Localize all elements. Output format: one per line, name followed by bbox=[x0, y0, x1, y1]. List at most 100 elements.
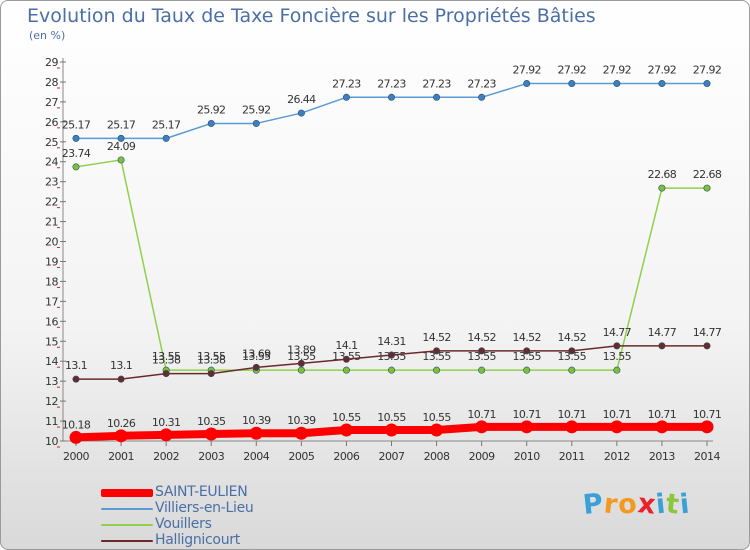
data-point bbox=[207, 119, 215, 127]
legend-swatch bbox=[101, 489, 153, 497]
data-label: 13.55 bbox=[603, 350, 632, 363]
data-point bbox=[568, 366, 576, 374]
data-point bbox=[610, 420, 624, 434]
data-label: 13.55 bbox=[242, 350, 271, 363]
y-tick-label: 19 bbox=[45, 255, 58, 268]
legend-label: Vouillers bbox=[155, 516, 212, 532]
data-label: 10.71 bbox=[648, 408, 677, 421]
data-point bbox=[387, 366, 395, 374]
data-point bbox=[700, 420, 714, 434]
data-label: 10.35 bbox=[197, 415, 226, 428]
chart-title: Evolution du Taux de Taxe Foncière sur l… bbox=[27, 5, 596, 27]
data-point bbox=[430, 423, 444, 437]
y-tick-label: 14 bbox=[45, 355, 58, 368]
y-tick-label: 21 bbox=[45, 216, 58, 229]
data-label: 14.77 bbox=[648, 326, 677, 339]
data-point bbox=[523, 366, 531, 374]
data-label: 13.55 bbox=[152, 350, 181, 363]
x-tick-label: 2013 bbox=[649, 450, 675, 463]
y-tick-label: 10 bbox=[45, 435, 58, 448]
legend-swatch bbox=[101, 524, 153, 526]
data-label: 13.89 bbox=[287, 343, 316, 356]
y-tick-label: 13 bbox=[45, 375, 58, 388]
data-label: 10.71 bbox=[512, 408, 541, 421]
x-tick-label: 2002 bbox=[153, 450, 179, 463]
data-point bbox=[613, 366, 621, 374]
legend-swatch bbox=[101, 540, 153, 542]
data-label: 10.26 bbox=[107, 417, 136, 430]
series-hallignicourt: 13.1 13.1 13.38 13.38 13.69 13.89 14.1 14.31 14.… bbox=[65, 326, 722, 383]
legend-item-villiers-en-lieu: Villiers-en-Lieu bbox=[101, 500, 301, 517]
data-point bbox=[117, 134, 125, 142]
data-point bbox=[297, 359, 305, 367]
data-label: 27.23 bbox=[422, 77, 451, 90]
data-point bbox=[385, 423, 398, 437]
data-point bbox=[658, 342, 666, 350]
proxiti-logo: Proxiti bbox=[581, 487, 693, 522]
data-label: 27.92 bbox=[512, 64, 541, 77]
x-tick-label: 2000 bbox=[63, 450, 89, 463]
data-label: 14.52 bbox=[467, 331, 496, 344]
data-label: 27.23 bbox=[332, 77, 361, 90]
x-tick-label: 2001 bbox=[108, 450, 134, 463]
data-label: 14.52 bbox=[422, 331, 451, 344]
data-label: 14.1 bbox=[335, 339, 357, 352]
data-point bbox=[387, 351, 395, 359]
data-point bbox=[478, 366, 486, 374]
data-point bbox=[613, 342, 621, 350]
data-point bbox=[475, 420, 489, 434]
data-point bbox=[204, 427, 218, 441]
y-tick-label: 26 bbox=[45, 116, 58, 129]
data-point bbox=[72, 163, 80, 171]
y-tick-label: 24 bbox=[45, 156, 58, 169]
data-point bbox=[162, 370, 170, 378]
x-tick-label: 2006 bbox=[333, 450, 359, 463]
x-tick-label: 2008 bbox=[424, 450, 450, 463]
data-label: 22.68 bbox=[648, 168, 677, 181]
data-point bbox=[613, 80, 621, 88]
data-point bbox=[249, 426, 263, 440]
data-point bbox=[523, 80, 531, 88]
y-tick-label: 23 bbox=[45, 176, 58, 189]
data-point bbox=[433, 366, 441, 374]
data-point bbox=[658, 80, 666, 88]
y-tick-label: 27 bbox=[45, 96, 58, 109]
data-label: 27.23 bbox=[377, 77, 406, 90]
data-point bbox=[117, 375, 125, 383]
y-tick-label: 15 bbox=[45, 335, 58, 348]
data-label: 10.39 bbox=[242, 414, 271, 427]
data-label: 27.92 bbox=[558, 64, 587, 77]
data-point bbox=[565, 420, 579, 434]
y-tick-label: 20 bbox=[45, 236, 58, 249]
y-tick-label: 29 bbox=[45, 56, 58, 69]
data-point bbox=[114, 429, 128, 443]
data-label: 24.09 bbox=[107, 140, 136, 153]
data-point bbox=[69, 430, 83, 444]
data-label: 25.92 bbox=[242, 103, 271, 116]
data-label: 13.69 bbox=[242, 347, 271, 360]
data-label: 10.55 bbox=[377, 411, 406, 424]
x-tick-label: 2007 bbox=[379, 450, 405, 463]
legend-item-vouillers: Vouillers bbox=[101, 516, 301, 533]
data-label: 14.77 bbox=[603, 326, 632, 339]
y-tick-label: 11 bbox=[45, 415, 58, 428]
y-tick-label: 16 bbox=[45, 315, 58, 328]
data-label: 13.55 bbox=[558, 350, 587, 363]
series-villiers-en-lieu: 25.17 25.17 25.17 25.92 25.92 26.44 27.23 27.23… bbox=[62, 64, 722, 142]
data-point bbox=[478, 347, 486, 355]
data-label: 13.1 bbox=[110, 359, 132, 372]
data-label: 25.17 bbox=[107, 118, 136, 131]
data-label: 10.71 bbox=[558, 408, 587, 421]
y-unit-label: (en %) bbox=[29, 29, 66, 42]
data-point bbox=[72, 375, 80, 383]
x-tick-label: 2009 bbox=[469, 450, 495, 463]
data-label: 13.55 bbox=[512, 350, 541, 363]
data-label: 13.55 bbox=[287, 350, 316, 363]
data-point bbox=[294, 426, 308, 440]
chart-legend: SAINT-EULIEN Villiers-en-Lieu Vouillers Hal… bbox=[101, 484, 301, 549]
data-label: 25.17 bbox=[152, 118, 181, 131]
data-point bbox=[520, 420, 534, 434]
data-label: 13.55 bbox=[467, 350, 496, 363]
data-label: 23.74 bbox=[62, 147, 91, 160]
